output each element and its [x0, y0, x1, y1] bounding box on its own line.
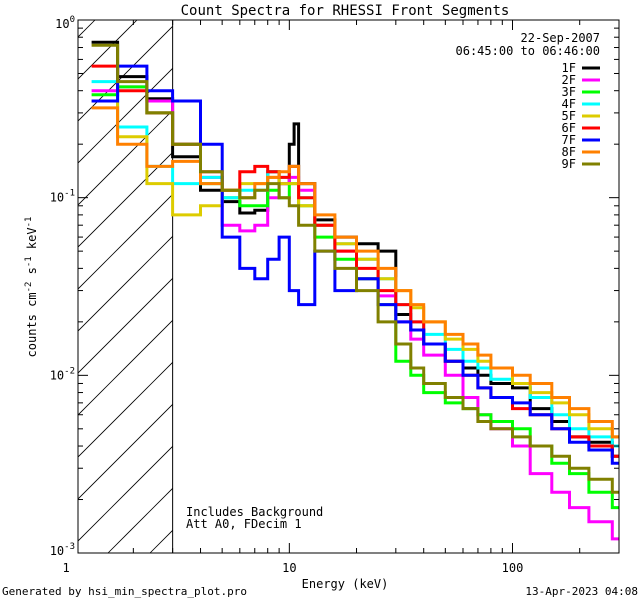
- date-annotation: 22-Sep-2007: [521, 31, 600, 45]
- hatch-line: [78, 277, 173, 374]
- chart-title: Count Spectra for RHESSI Front Segments: [181, 3, 510, 19]
- footer-generator: Generated by hsi_min_spectra_plot.pro: [2, 585, 247, 598]
- hatch-line: [78, 67, 173, 164]
- hatch-line: [78, 361, 173, 458]
- series-group: [91, 40, 619, 541]
- attenuator-note: Att A0, FDecim 1: [186, 517, 302, 531]
- x-axis-label: Energy (keV): [302, 577, 389, 591]
- x-tick-label-1: 1: [63, 561, 70, 575]
- legend-label-9f: 9F: [562, 157, 576, 171]
- legend-label-3f: 3F: [562, 85, 576, 99]
- legend-label-5f: 5F: [562, 109, 576, 123]
- axis-ticks: [78, 19, 620, 554]
- hatch-line: [78, 319, 173, 416]
- x-tick-label-100: 100: [502, 561, 524, 575]
- plot-frame: [77, 19, 620, 554]
- legend-label-1f: 1F: [562, 61, 576, 75]
- hatch-line: [78, 403, 173, 500]
- hatch-line: [78, 445, 173, 542]
- background-note: Includes Background: [186, 505, 323, 519]
- time-range-annotation: 06:45:00 to 06:46:00: [456, 44, 601, 58]
- legend-label-4f: 4F: [562, 97, 576, 111]
- series-line-3f: [91, 85, 619, 510]
- y-tick-label-1e-1: 10-1: [50, 189, 75, 205]
- y-tick-label-1e-3: 10-3: [50, 542, 75, 558]
- hatch-line: [78, 109, 173, 206]
- series-line-9f: [91, 43, 619, 494]
- y-axis-label: counts cm-2 s-1 keV-1: [24, 217, 39, 358]
- legend-label-7f: 7F: [562, 133, 576, 147]
- hatched-region: [0, 20, 173, 553]
- y-tick-label-1e-2: 10-2: [50, 366, 75, 382]
- hatch-line: [78, 193, 173, 290]
- hatch-line: [78, 25, 173, 122]
- x-tick-label-10: 10: [282, 561, 296, 575]
- y-tick-label-1e0: 100: [55, 15, 75, 31]
- hatch-line: [78, 235, 173, 332]
- legend-label-2f: 2F: [562, 73, 576, 87]
- footer-timestamp: 13-Apr-2023 04:08: [525, 585, 638, 598]
- legend-label-6f: 6F: [562, 121, 576, 135]
- hatch-line: [0, 20, 11, 553]
- legend-label-8f: 8F: [562, 145, 576, 159]
